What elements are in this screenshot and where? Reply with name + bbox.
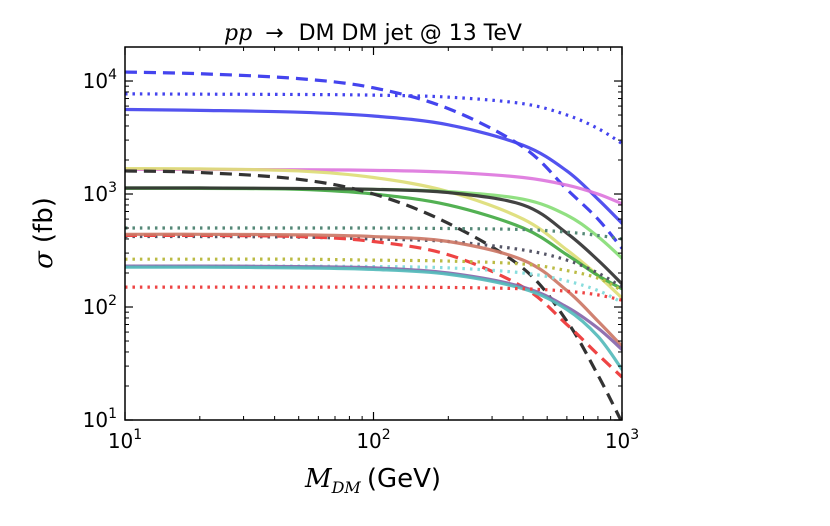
- x-tick-label: 102: [356, 427, 390, 453]
- series-line-salmon-solid: [125, 232, 622, 348]
- series-line-blue-dashed: [125, 70, 622, 250]
- y-axis-label: σ (fb): [29, 197, 59, 269]
- x-axis-label: MDM (GeV): [304, 464, 441, 497]
- xlabel-text: (GeV): [367, 464, 441, 494]
- xlabel-math: M: [304, 464, 333, 494]
- y-tick-label: 101: [83, 406, 117, 432]
- series-line-cyan-solid: [125, 265, 622, 372]
- x-tick-label: 101: [108, 427, 142, 453]
- series-line-black-solid: [125, 186, 622, 286]
- series-line-blue-solid: [125, 107, 622, 225]
- tick-layer: 101 102 103 101 102 103 104: [83, 47, 639, 453]
- chart-title: pp → DM DM jet @ 13 TeV: [224, 21, 522, 46]
- title-text: DM DM jet @ 13 TeV: [299, 21, 522, 46]
- y-tick-label: 104: [83, 67, 117, 93]
- series-line-olive-dotted: [125, 257, 622, 292]
- series-line-red-dashed: [125, 233, 622, 379]
- y-tick-label: 102: [83, 293, 117, 319]
- series-line-lightgreen-solid: [125, 186, 622, 260]
- series-line-khaki-solid: [125, 166, 622, 300]
- series-line-gray-dotted: [125, 234, 622, 289]
- series-line-black-dashed: [125, 169, 622, 420]
- xlabel-sub: DM: [331, 478, 362, 497]
- series-layer: [125, 70, 622, 420]
- title-arrow: →: [265, 21, 283, 46]
- title-math: pp: [224, 21, 252, 46]
- series-line-blue-dotted: [125, 92, 622, 145]
- ylabel-math: σ: [29, 250, 59, 269]
- ylabel-text: (fb): [29, 197, 59, 243]
- y-tick-label: 103: [83, 180, 117, 206]
- series-line-cyan-dotted: [125, 264, 622, 304]
- x-tick-label: 103: [605, 427, 639, 453]
